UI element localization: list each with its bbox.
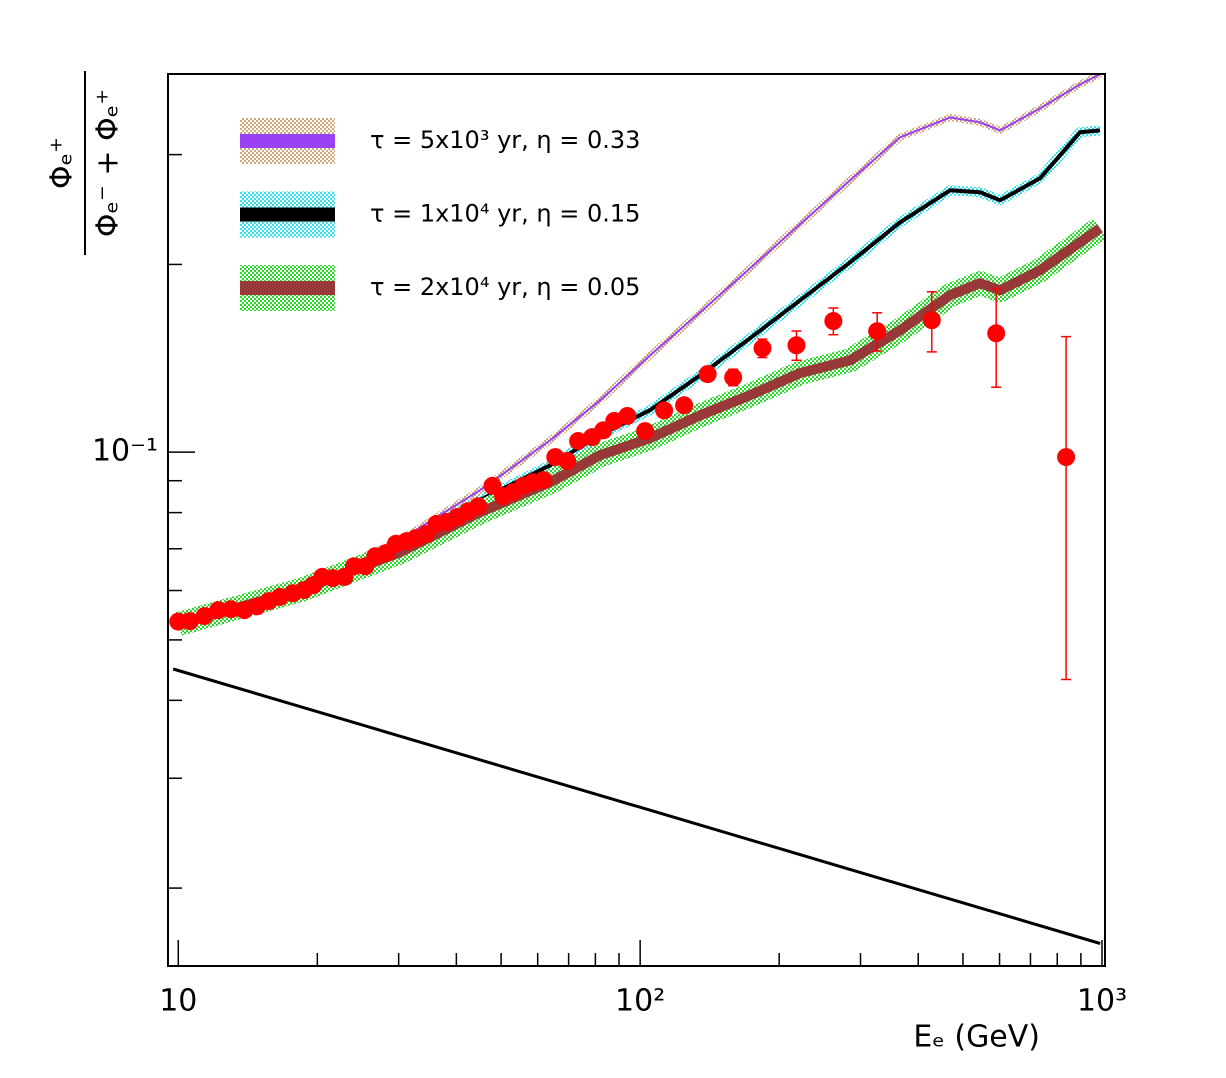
y-axis-label: Φₑ⁺ Φₑ⁻ + Φₑ⁺ — [45, 71, 126, 255]
y-tick-label: 10⁻¹ — [92, 434, 158, 469]
data-point — [618, 406, 637, 425]
legend-entry: τ = 1x10⁴ yr, η = 0.15 — [240, 191, 640, 238]
data-point — [558, 451, 577, 470]
data-point — [922, 311, 941, 330]
data-point — [753, 339, 772, 358]
legend-label: τ = 5x10³ yr, η = 0.33 — [370, 126, 640, 154]
legend-line-swatch — [240, 207, 335, 222]
legend-line-swatch — [240, 134, 335, 148]
data-point — [787, 336, 806, 355]
model-line — [178, 74, 1101, 623]
x-axis-label: Eₑ (GeV) — [913, 1020, 1040, 1055]
data-point — [636, 422, 655, 441]
x-tick-label: 10 — [159, 984, 197, 1019]
data-point — [534, 471, 553, 490]
legend-line-swatch — [240, 281, 335, 295]
plot-frame — [167, 73, 1106, 967]
x-tick-label: 10³ — [1077, 984, 1127, 1019]
data-point — [221, 600, 240, 619]
data-point — [724, 368, 743, 387]
data-point — [1057, 448, 1076, 467]
data-point — [987, 324, 1006, 343]
y-label-denominator: Φₑ⁻ + Φₑ⁺ — [91, 89, 126, 237]
y-label-numerator: Φₑ⁺ — [45, 137, 80, 189]
data-point — [868, 322, 887, 341]
reference-line — [172, 667, 1101, 945]
legend-label: τ = 1x10⁴ yr, η = 0.15 — [370, 200, 640, 228]
data-point — [180, 612, 199, 631]
data-point — [195, 607, 214, 626]
data-point — [675, 396, 694, 415]
data-point — [698, 365, 717, 384]
x-tick-label: 10² — [615, 984, 665, 1019]
legend-entry: τ = 2x10⁴ yr, η = 0.05 — [240, 265, 640, 311]
data-point — [569, 432, 588, 451]
error-bar — [1061, 335, 1072, 681]
legend-entry: τ = 5x10³ yr, η = 0.33 — [240, 118, 640, 164]
plot-area — [169, 74, 1105, 945]
data-point — [469, 497, 488, 516]
legend-label: τ = 2x10⁴ yr, η = 0.05 — [370, 273, 640, 301]
data-point — [824, 312, 843, 331]
data-point — [655, 401, 674, 420]
